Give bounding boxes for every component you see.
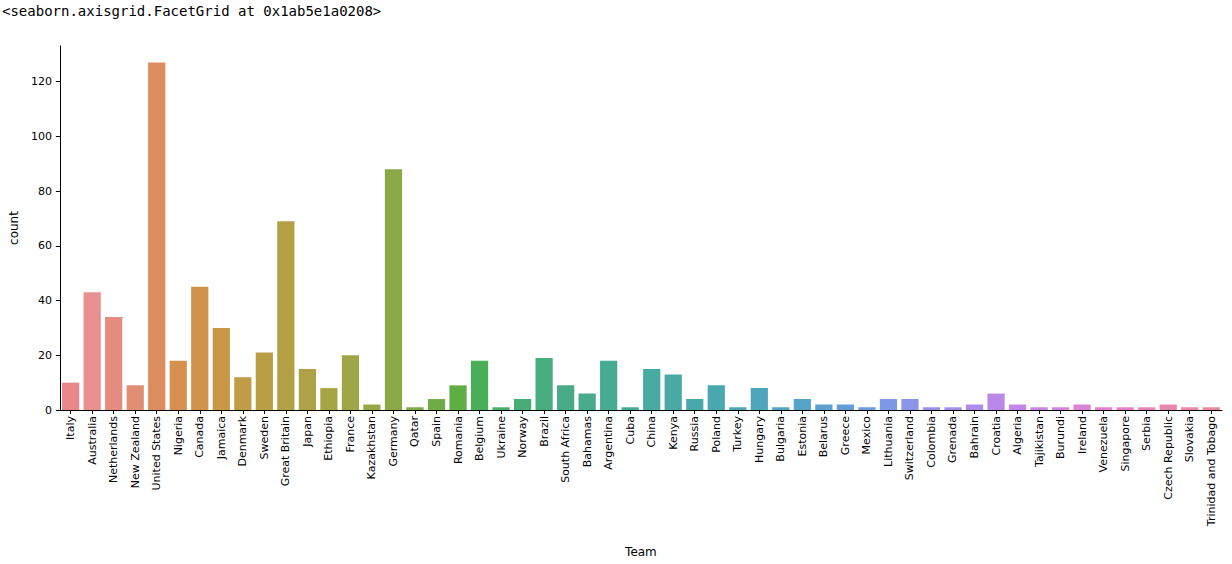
svg-text:Jamaica: Jamaica — [215, 416, 228, 460]
svg-text:Sweden: Sweden — [258, 416, 271, 459]
svg-text:Croatia: Croatia — [990, 416, 1003, 456]
svg-text:Algeria: Algeria — [1011, 416, 1024, 455]
svg-text:United States: United States — [150, 416, 163, 491]
svg-text:Mexico: Mexico — [860, 416, 873, 455]
svg-text:Hungary: Hungary — [753, 416, 766, 463]
svg-text:Kenya: Kenya — [667, 416, 680, 450]
svg-text:Cuba: Cuba — [624, 416, 637, 444]
svg-text:80: 80 — [38, 185, 52, 198]
svg-text:Serbia: Serbia — [1140, 416, 1153, 451]
svg-text:Nigeria: Nigeria — [172, 416, 185, 455]
svg-text:Singapore: Singapore — [1119, 416, 1132, 472]
svg-text:Brazil: Brazil — [538, 416, 551, 447]
svg-text:100: 100 — [31, 130, 52, 143]
svg-text:Netherlands: Netherlands — [107, 416, 120, 483]
svg-text:Bahamas: Bahamas — [581, 416, 594, 467]
svg-text:Team: Team — [624, 545, 657, 559]
svg-text:Burundi: Burundi — [1054, 416, 1067, 459]
svg-text:Bahrain: Bahrain — [968, 416, 981, 459]
svg-text:40: 40 — [38, 294, 52, 307]
svg-text:count: count — [7, 211, 21, 245]
svg-text:60: 60 — [38, 239, 52, 252]
svg-text:Ireland: Ireland — [1076, 416, 1089, 454]
svg-text:China: China — [645, 416, 658, 447]
svg-text:<seaborn.axisgrid.FacetGrid at: <seaborn.axisgrid.FacetGrid at 0x1ab5e1a… — [2, 3, 381, 19]
svg-text:Kazakhstan: Kazakhstan — [365, 416, 378, 479]
svg-text:Poland: Poland — [710, 416, 723, 453]
svg-text:Slovakia: Slovakia — [1183, 416, 1196, 462]
svg-text:Spain: Spain — [430, 416, 443, 447]
svg-text:120: 120 — [31, 75, 52, 88]
svg-text:Turkey: Turkey — [731, 416, 744, 453]
svg-text:Japan: Japan — [301, 416, 314, 448]
svg-text:Grenada: Grenada — [946, 416, 959, 463]
svg-text:Ethiopia: Ethiopia — [322, 416, 335, 461]
svg-text:Czech Republic: Czech Republic — [1162, 416, 1175, 500]
svg-text:20: 20 — [38, 349, 52, 362]
svg-text:Tajikistan: Tajikistan — [1033, 416, 1046, 468]
svg-text:Germany: Germany — [387, 416, 400, 467]
svg-text:Romania: Romania — [452, 416, 465, 464]
svg-text:South Africa: South Africa — [559, 416, 572, 483]
svg-text:Great Britain: Great Britain — [279, 416, 292, 486]
svg-text:0: 0 — [45, 404, 52, 417]
svg-text:New Zealand: New Zealand — [129, 416, 142, 488]
svg-text:Canada: Canada — [193, 416, 206, 458]
svg-text:Italy: Italy — [64, 416, 77, 440]
svg-text:France: France — [344, 416, 357, 453]
svg-text:Ukraine: Ukraine — [495, 416, 508, 459]
svg-text:Denmark: Denmark — [236, 415, 249, 466]
svg-text:Lithuania: Lithuania — [882, 416, 895, 467]
svg-text:Bulgaria: Bulgaria — [774, 416, 787, 462]
svg-text:Switzerland: Switzerland — [903, 416, 916, 480]
svg-text:Estonia: Estonia — [796, 416, 809, 457]
svg-text:Australia: Australia — [86, 416, 99, 465]
svg-text:Colombia: Colombia — [925, 416, 938, 468]
svg-text:Russia: Russia — [688, 416, 701, 451]
svg-text:Greece: Greece — [839, 416, 852, 455]
svg-text:Belarus: Belarus — [817, 416, 830, 458]
svg-text:Venezuela: Venezuela — [1097, 416, 1110, 473]
svg-text:Qatar: Qatar — [408, 416, 421, 447]
svg-text:Argentina: Argentina — [602, 416, 615, 470]
svg-text:Belgium: Belgium — [473, 416, 486, 461]
svg-text:Trinidad and Tobago: Trinidad and Tobago — [1205, 416, 1218, 527]
svg-text:Norway: Norway — [516, 416, 529, 458]
